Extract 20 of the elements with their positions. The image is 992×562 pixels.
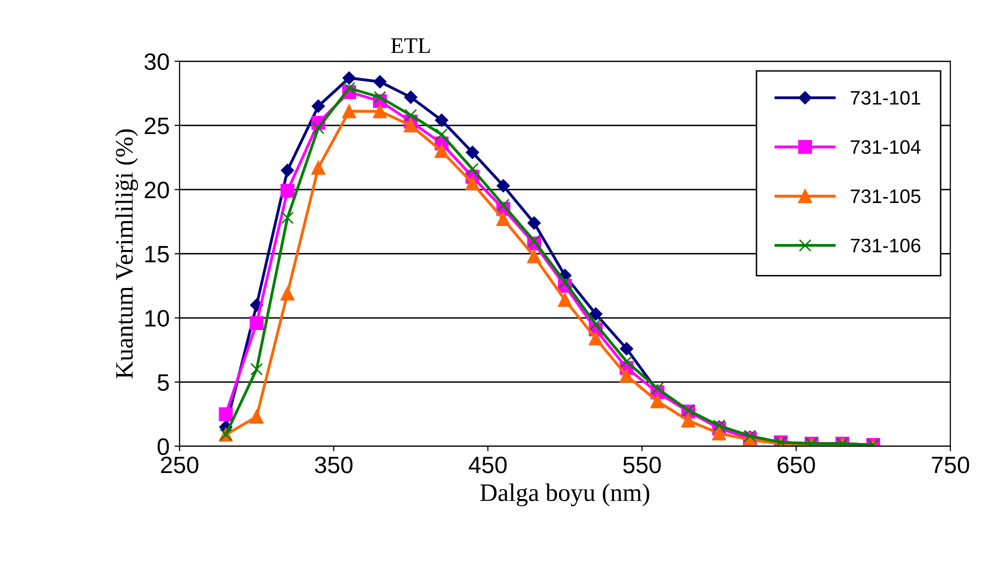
x-tick-label: 750 (932, 456, 970, 474)
x-tick-label: 250 (161, 456, 198, 474)
y-axis-title: Kuantum Verimliliği (%) (115, 129, 138, 378)
x-axis-title: Dalga boyu (nm) (480, 484, 650, 506)
x-tick-label: 350 (314, 456, 352, 474)
y-tick-label: 5 (158, 374, 169, 391)
y-tick-label: 25 (144, 117, 169, 134)
y-tick-label: 0 (158, 438, 169, 456)
legend-label: 731-101 (850, 90, 920, 105)
legend-label: 731-105 (850, 189, 920, 204)
legend-label: 731-104 (850, 140, 921, 154)
legend-label: 731-106 (850, 238, 920, 252)
y-tick-label: 15 (145, 246, 169, 263)
chart-title: ETL (391, 38, 430, 53)
x-tick-label: 550 (623, 456, 661, 474)
y-tick-label: 10 (145, 310, 169, 327)
y-tick-label: 30 (144, 53, 169, 70)
y-tick-label: 20 (144, 182, 169, 198)
x-tick-label: 650 (778, 456, 815, 474)
x-tick-label: 450 (468, 456, 507, 474)
